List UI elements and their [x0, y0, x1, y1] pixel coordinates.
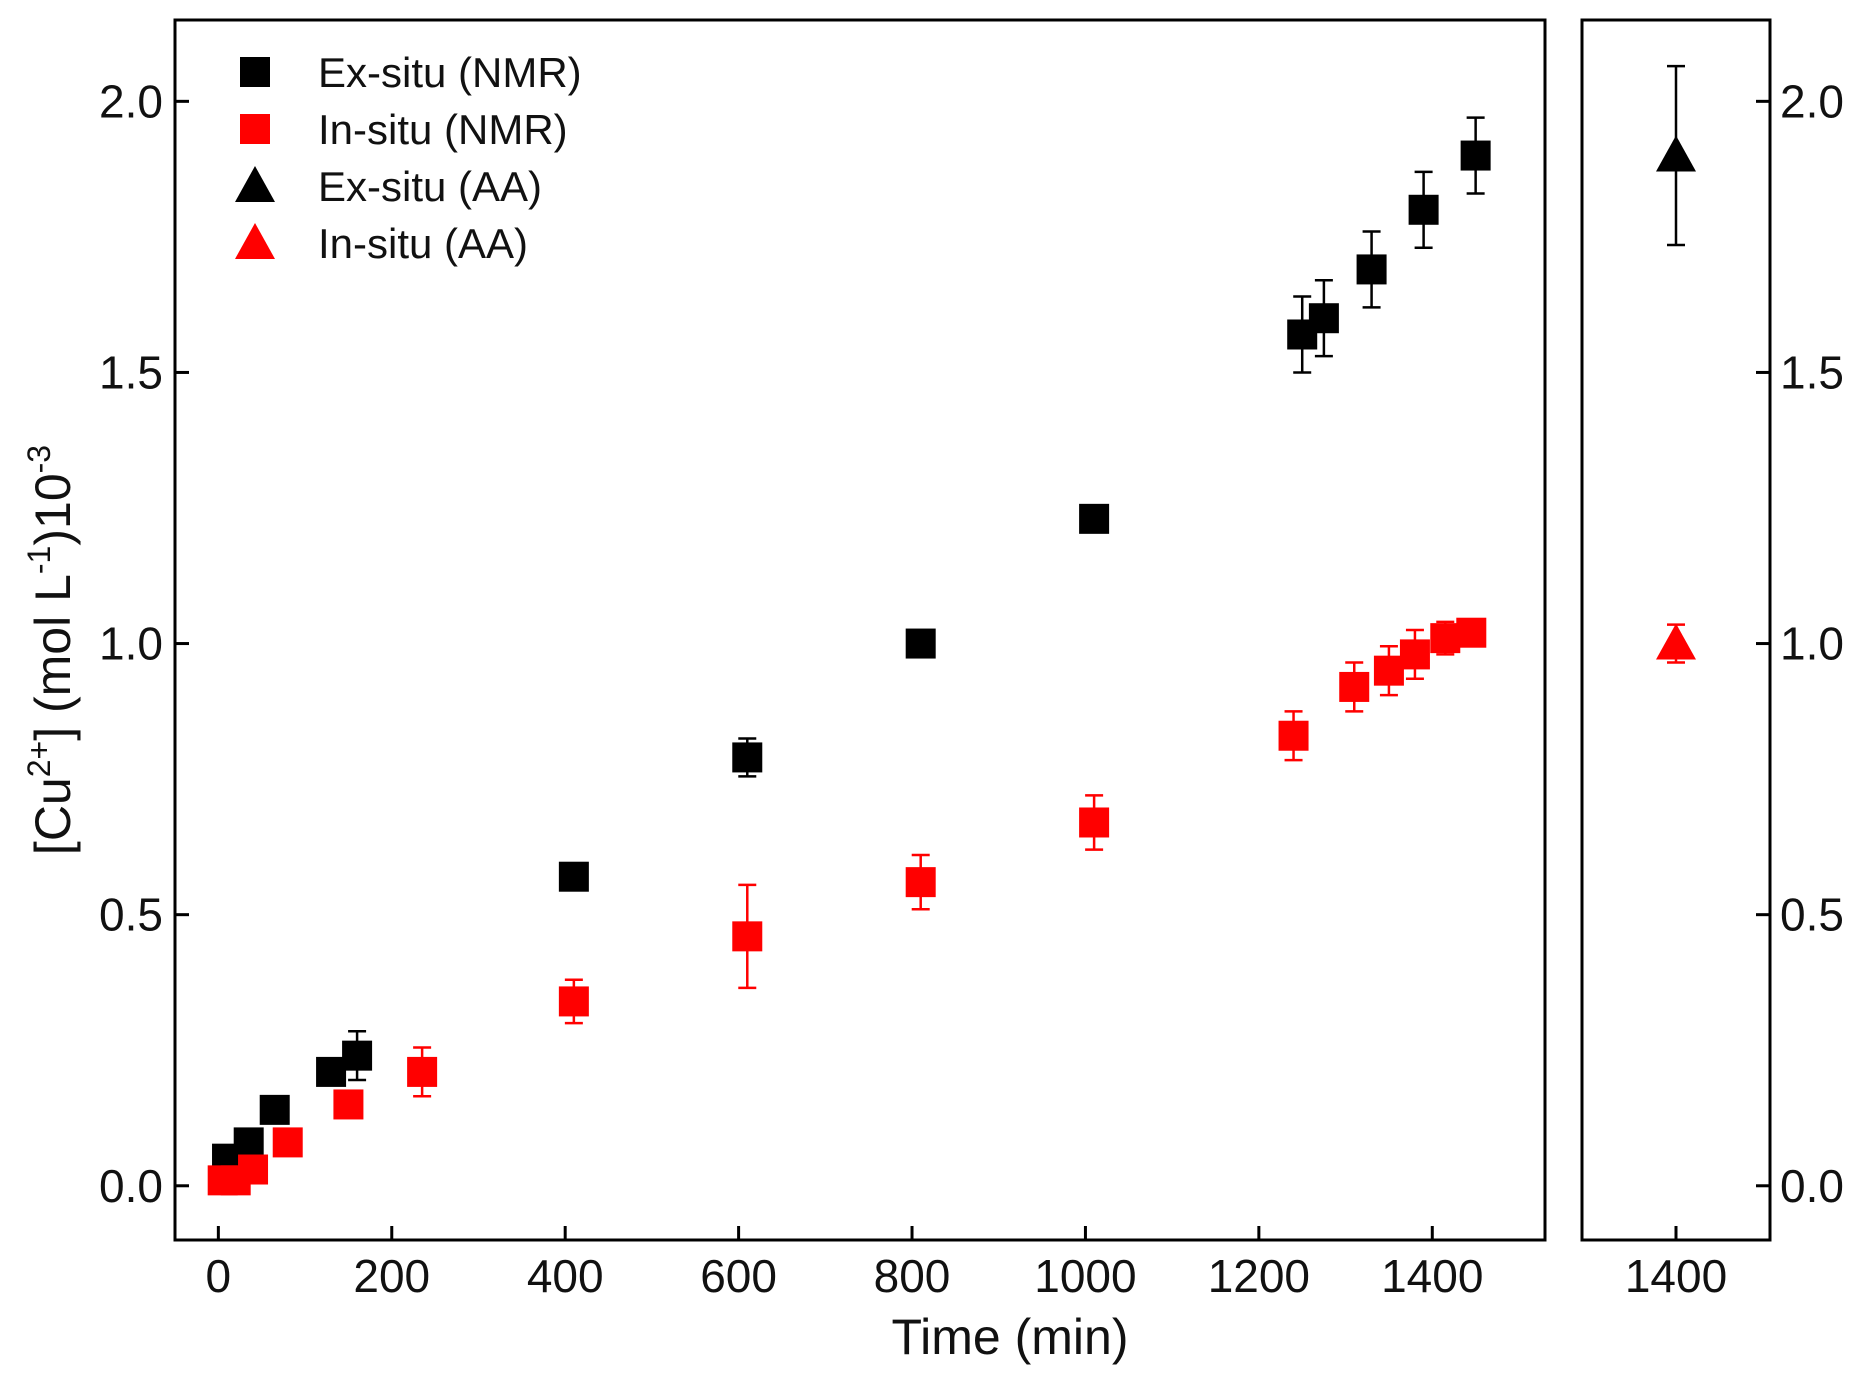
data-point: [905, 628, 936, 659]
y-axis-title-exp1: -1: [21, 546, 57, 574]
y-axis-title-charge: 2+: [21, 741, 57, 777]
data-point: [238, 1154, 269, 1185]
series-in-situ-nmr: [207, 617, 1487, 1196]
y-axis-title-close: )10: [25, 473, 81, 545]
x-axis-title: Time (min): [891, 1309, 1128, 1365]
data-point: [233, 1127, 264, 1158]
data-point: [1408, 194, 1439, 225]
data-point: [1308, 303, 1339, 334]
axis-ticks: 0.0 0.0 0.5 0.5 1.0 1.0 1.5 1.5 2.0 2.0 0 200 400 600…: [99, 75, 1844, 1302]
data-point: [905, 867, 936, 898]
data-marks: [207, 64, 1696, 1196]
y-tick-label-right: 0.0: [1780, 1160, 1844, 1212]
x-tick-label: 1400: [1381, 1250, 1483, 1302]
legend-label: Ex-situ (AA): [318, 163, 542, 210]
data-point: [1399, 639, 1430, 670]
y-tick-label-right: 2.0: [1780, 75, 1844, 127]
legend-label: Ex-situ (NMR): [318, 49, 582, 96]
x-tick-label: 800: [874, 1250, 951, 1302]
data-point: [342, 1040, 373, 1071]
y-tick-label-left: 2.0: [99, 75, 163, 127]
data-point: [1656, 135, 1696, 172]
y-axis-title-mid: ] (mol L: [25, 574, 81, 741]
series-in-situ-aa: [1656, 623, 1696, 664]
y-axis-title-open: [Cu: [25, 777, 81, 855]
data-point: [1079, 503, 1110, 534]
data-point: [259, 1094, 290, 1125]
y-axis-title: [Cu2+] (mol L-1)10-3: [21, 445, 81, 855]
main-panel-frame: [173, 18, 1547, 1242]
legend-marker: [240, 114, 270, 144]
data-point: [732, 921, 763, 952]
y-axis-title-exp2: -3: [21, 445, 57, 473]
data-point: [407, 1056, 438, 1087]
legend-marker: [235, 166, 275, 202]
data-point: [1460, 140, 1491, 171]
data-point: [1079, 807, 1110, 838]
data-point: [272, 1127, 303, 1158]
series-ex-situ-nmr: [212, 116, 1491, 1174]
y-tick-label-left: 0.0: [99, 1160, 163, 1212]
data-point: [333, 1089, 364, 1120]
data-point: [1430, 623, 1461, 654]
y-tick-label-right: 0.5: [1780, 889, 1844, 941]
data-point: [316, 1056, 347, 1087]
x-tick-label: 600: [700, 1250, 777, 1302]
data-point: [558, 861, 589, 892]
y-tick-label-left: 1.5: [99, 346, 163, 398]
data-point: [1656, 623, 1696, 660]
legend-label: In-situ (NMR): [318, 106, 568, 153]
x-tick-label-side: 1400: [1625, 1250, 1727, 1302]
legend-label: In-situ (AA): [318, 220, 528, 267]
y-tick-label-right: 1.0: [1780, 618, 1844, 670]
x-tick-label: 200: [353, 1250, 430, 1302]
series-ex-situ-aa: [1656, 64, 1696, 247]
x-tick-label: 1200: [1208, 1250, 1310, 1302]
legend-marker: [240, 57, 270, 87]
x-tick-label: 1000: [1034, 1250, 1136, 1302]
data-point: [1373, 655, 1404, 686]
data-point: [558, 986, 589, 1017]
data-point: [1278, 720, 1309, 751]
y-tick-label-right: 1.5: [1780, 346, 1844, 398]
data-point: [1456, 617, 1487, 648]
x-tick-label: 0: [206, 1250, 232, 1302]
data-point: [732, 742, 763, 773]
legend: Ex-situ (NMR) In-situ (NMR) Ex-situ (AA) In…: [235, 49, 582, 267]
data-point: [1356, 254, 1387, 285]
x-tick-label: 400: [527, 1250, 604, 1302]
y-tick-label-left: 1.0: [99, 618, 163, 670]
data-point: [1339, 671, 1370, 702]
y-tick-label-left: 0.5: [99, 889, 163, 941]
legend-marker: [235, 223, 275, 259]
